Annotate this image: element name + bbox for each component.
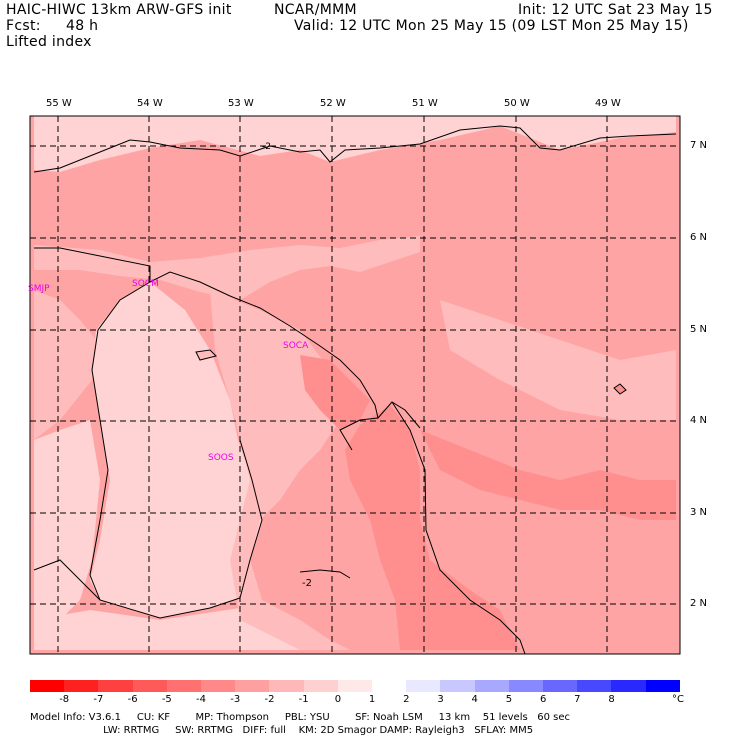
- map-region-light-west: [34, 290, 96, 440]
- map-frame: [29, 115, 681, 655]
- model-title: HAIC-HIWC 13km ARW-GFS init: [6, 2, 232, 18]
- colorbar-tick-label: -6: [127, 694, 138, 705]
- grid-lines: [30, 116, 680, 654]
- model-info-line2: LW: RRTMG SW: RRTMG DIFF: full KM: 2D Sm…: [30, 725, 534, 736]
- lon-label-52w: 52 W: [320, 98, 346, 109]
- lat-label-7n: 7 N: [690, 140, 708, 151]
- colorbar-cell: [269, 680, 304, 692]
- contour-label-north: -2: [262, 142, 271, 152]
- field-name: Lifted index: [6, 34, 92, 50]
- map-region-lightest-land: [90, 282, 262, 618]
- colorbar-cell: [508, 680, 544, 692]
- colorbar-cell: [577, 680, 612, 692]
- valid-time: Valid: 12 UTC Mon 25 May 15 (09 LST Mon …: [294, 18, 689, 34]
- colorbar-cell: [543, 680, 578, 692]
- colorbar-cell: [235, 680, 270, 692]
- colorbar-tick-label: 4: [471, 694, 478, 705]
- map-region-dark-river: [345, 405, 520, 650]
- contour-label-south: -2: [302, 578, 312, 589]
- colorbar-cell: [30, 680, 65, 692]
- init-time: Init: 12 UTC Sat 23 May 15: [518, 2, 713, 18]
- colorbar-cell: [440, 680, 475, 692]
- colorbar-cell: [166, 680, 202, 692]
- colorbar-cell: [303, 680, 338, 692]
- colorbar-tick-label: -7: [93, 694, 104, 705]
- lat-label-3n: 3 N: [690, 507, 708, 518]
- colorbar-tick-label: -4: [196, 694, 207, 705]
- country-border-southwest: [33, 559, 101, 601]
- lat-label-2n: 2 N: [690, 598, 708, 609]
- colorbar-tick-label: -1: [298, 694, 309, 705]
- lat-label-4n: 4 N: [690, 415, 708, 426]
- colorbar-tick-label: 3: [437, 694, 444, 705]
- map-region-dark-coast: [300, 355, 370, 430]
- colorbar-cell: [201, 680, 236, 692]
- country-border-west: [89, 281, 263, 619]
- colorbar-tick-label: -2: [264, 694, 275, 705]
- colorbar-unit: °C: [672, 694, 684, 705]
- org-label: NCAR/MMM: [274, 2, 357, 18]
- colorbar-tick-label: 8: [608, 694, 615, 705]
- colorbar: [30, 680, 680, 692]
- contour-line-south: [299, 569, 351, 579]
- colorbar-cell: [337, 680, 373, 692]
- colorbar-cell: [611, 680, 646, 692]
- station-smjp: SMJP: [28, 284, 50, 294]
- station-socm: SOCM: [132, 279, 159, 289]
- map-region-dark-east: [420, 430, 676, 520]
- contour-line-north: [33, 125, 677, 173]
- colorbar-cell: [64, 680, 99, 692]
- colorbar-tick-label: -5: [161, 694, 172, 705]
- colorbar-tick-label: 6: [539, 694, 547, 705]
- model-info-line1: Model Info: V3.6.1 CU: KF MP: Thompson P…: [30, 712, 570, 723]
- river-border: [339, 417, 379, 451]
- lon-label-50w: 50 W: [504, 98, 530, 109]
- colorbar-tick-label: -8: [59, 694, 70, 705]
- station-soos: SOOS: [208, 453, 234, 463]
- map-region-lightest-west: [34, 420, 100, 650]
- colorbar-cell: [406, 680, 441, 692]
- country-border-east: [391, 401, 526, 655]
- contour-spot-east: [613, 383, 627, 395]
- colorbar-cell: [132, 680, 167, 692]
- fcst-label: Fcst:: [6, 18, 41, 34]
- colorbar-tick-label: 0: [334, 694, 342, 705]
- colorbar-tick-label: 2: [403, 694, 410, 705]
- lat-label-5n: 5 N: [690, 324, 708, 335]
- station-soca: SOCA: [283, 341, 309, 351]
- contour-island: [195, 349, 217, 361]
- colorbar-tick-label: 5: [505, 694, 513, 705]
- lon-label-53w: 53 W: [228, 98, 254, 109]
- map-region-light-band: [34, 236, 420, 300]
- colorbar-tick-label: -3: [230, 694, 241, 705]
- colorbar-cell: [474, 680, 509, 692]
- lon-label-49w: 49 W: [595, 98, 621, 109]
- colorbar-cell: [98, 680, 133, 692]
- colorbar-tick-label: 7: [574, 694, 581, 705]
- coastline: [34, 247, 421, 429]
- colorbar-cell: [372, 680, 407, 692]
- lat-label-6n: 6 N: [690, 232, 708, 243]
- colorbar-tick-label: 1: [368, 694, 376, 705]
- fcst-value: 48 h: [66, 18, 99, 34]
- lon-label-54w: 54 W: [137, 98, 163, 109]
- colorbar-cell: [645, 680, 680, 692]
- lon-label-55w: 55 W: [46, 98, 72, 109]
- lon-label-51w: 51 W: [412, 98, 438, 109]
